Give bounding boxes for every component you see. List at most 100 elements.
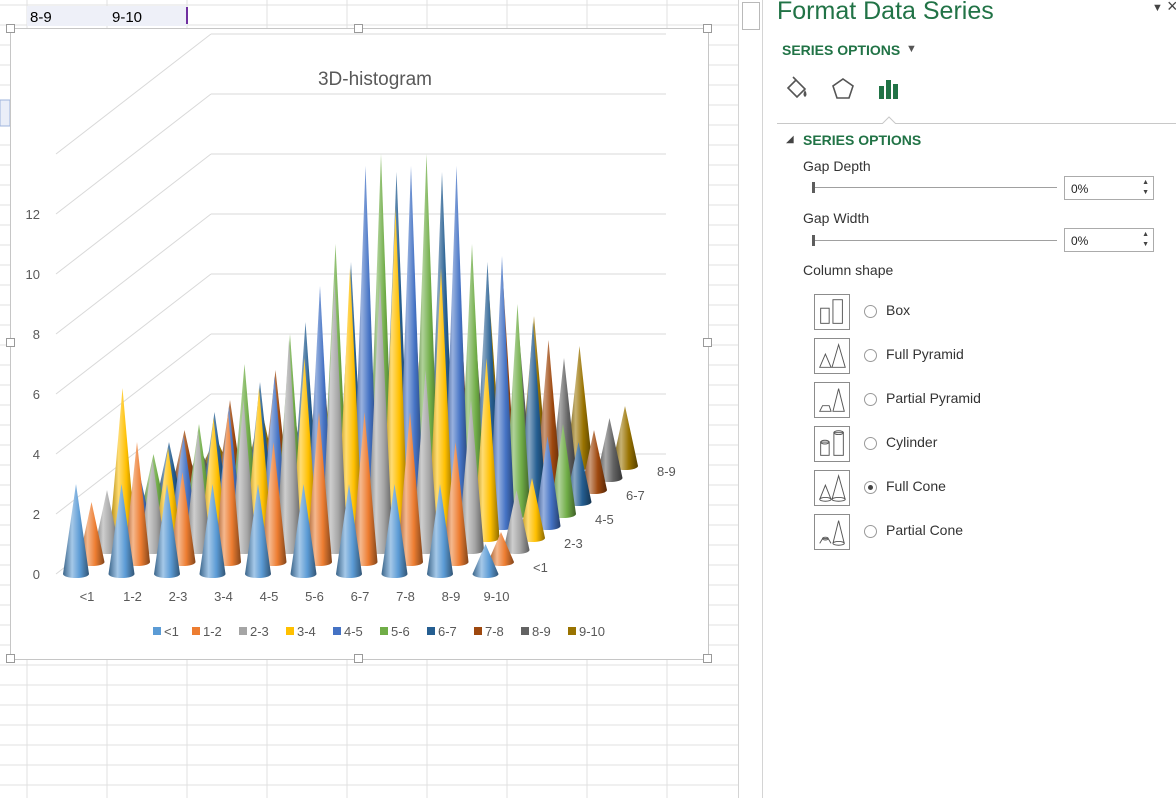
gap-width-slider-thumb[interactable] (812, 235, 815, 246)
fill-line-icon[interactable] (784, 76, 810, 102)
cone-1-2-6-7[interactable] (351, 412, 378, 566)
cone-1-2-5-6[interactable] (306, 412, 332, 566)
cone-<1-<1[interactable] (63, 484, 89, 578)
resize-handle-s[interactable] (354, 654, 363, 663)
cone-2-3-6-7[interactable] (367, 280, 393, 554)
column-shape-option[interactable]: Partial Pyramid (814, 382, 1114, 420)
radio-label[interactable]: Partial Pyramid (886, 390, 981, 406)
resize-handle-w[interactable] (6, 338, 15, 347)
cone-1-2-8-9[interactable] (442, 442, 469, 566)
cone-3-4-8-9[interactable] (473, 358, 500, 542)
resize-handle-sw[interactable] (6, 654, 15, 663)
legend-item[interactable]: 9-10 (568, 624, 605, 639)
series-options-icon[interactable] (876, 76, 902, 102)
cone-3-4-9-10[interactable] (519, 478, 545, 542)
gap-depth-spinner[interactable]: 0% ▲ ▼ (1064, 176, 1154, 200)
cone-1-2-9-10[interactable] (488, 532, 514, 566)
cone-<1-9-10[interactable] (472, 544, 499, 578)
resize-handle-se[interactable] (703, 654, 712, 663)
radio-label[interactable]: Full Cone (886, 478, 946, 494)
cone-5-6-9-10[interactable] (550, 424, 576, 518)
cone-1-2-3-4[interactable] (215, 412, 241, 566)
cell-9-10[interactable]: 9-10 (112, 9, 143, 26)
radio-button[interactable] (864, 437, 877, 450)
cone-3-4-3-4[interactable] (246, 388, 272, 542)
cone-2-3-7-8[interactable] (412, 370, 439, 554)
cone-4-5-7-8[interactable] (443, 166, 470, 530)
spinner-arrows-icon[interactable]: ▲ ▼ (1142, 231, 1149, 248)
column-shape-option[interactable]: Partial Cone (814, 514, 1114, 552)
resize-handle-ne[interactable] (703, 24, 712, 33)
worksheet-area[interactable]: 8-9 9-10 3D-histogram 0 2 4 6 8 10 12 <1 1-2 2-3 3-… (0, 0, 738, 798)
legend-item[interactable]: 1-2 (192, 624, 222, 639)
radio-button[interactable] (864, 525, 877, 538)
pane-options-chevron-icon[interactable]: ▼ (1152, 2, 1163, 14)
gap-width-spinner[interactable]: 0% ▲ ▼ (1064, 228, 1154, 252)
cone-9-10-8-9[interactable] (566, 346, 593, 470)
cone-9-10-9-10[interactable] (612, 406, 638, 470)
gap-width-slider[interactable] (813, 240, 1057, 241)
cone-<1-8-9[interactable] (427, 484, 453, 578)
cone-1-2-1-2[interactable] (124, 442, 150, 566)
chevron-down-icon[interactable]: ▼ (906, 43, 917, 55)
radio-button[interactable] (864, 305, 877, 318)
cell-8-9[interactable]: 8-9 (30, 9, 52, 26)
cone-1-2-7-8[interactable] (397, 412, 423, 566)
cone-3-4-6-7[interactable] (382, 208, 409, 542)
radio-label[interactable]: Box (886, 302, 911, 318)
chart-area[interactable]: 3D-histogram 0 2 4 6 8 10 12 <1 1-2 2-3 3-4 4-5 5-6 6-… (10, 28, 709, 660)
resize-handle-n[interactable] (354, 24, 363, 33)
resize-handle-nw[interactable] (6, 24, 15, 33)
cone-2-3-8-9[interactable] (458, 400, 484, 554)
cone-2-3-3-4[interactable] (230, 400, 257, 554)
gap-depth-slider[interactable] (813, 187, 1057, 188)
section-header-series-options[interactable]: SERIES OPTIONS (803, 132, 922, 148)
cone-2-3-4-5[interactable] (276, 340, 302, 554)
cone-4-5-9-10[interactable] (534, 436, 561, 530)
radio-button[interactable] (864, 349, 877, 362)
vertical-scrollbar[interactable] (738, 0, 763, 798)
cone-2-3-5-6[interactable] (321, 280, 348, 554)
legend-item[interactable]: 3-4 (286, 624, 316, 639)
cone-<1-3-4[interactable] (199, 484, 226, 578)
effects-icon[interactable] (830, 76, 856, 102)
cone-1-2-4-5[interactable] (260, 442, 287, 566)
legend-item[interactable]: 7-8 (474, 624, 504, 639)
column-shape-option[interactable]: Cylinder (814, 426, 1114, 464)
radio-label[interactable]: Full Pyramid (886, 346, 964, 362)
spinner-arrows-icon[interactable]: ▲ ▼ (1142, 179, 1149, 196)
column-shape-option[interactable]: Full Cone (814, 470, 1114, 508)
legend-item[interactable]: 8-9 (521, 624, 551, 639)
radio-label[interactable]: Cylinder (886, 434, 938, 450)
cone-2-3-9-10[interactable] (503, 490, 530, 554)
gap-depth-slider-thumb[interactable] (812, 182, 815, 193)
cone-4-5-8-9[interactable] (489, 256, 515, 530)
cone-3-4-7-8[interactable] (428, 268, 454, 542)
scrollbar-thumb[interactable] (742, 2, 760, 30)
legend-item[interactable]: <1 (153, 624, 179, 639)
cone-2-3-2-3[interactable] (185, 430, 211, 554)
chart-plot[interactable]: 3D-histogram 0 2 4 6 8 10 12 <1 1-2 2-3 3-4 4-5 5-6 6-… (11, 29, 708, 659)
cone-<1-7-8[interactable] (381, 484, 408, 578)
cone-7-8-9-10[interactable] (581, 430, 607, 494)
radio-label[interactable]: Partial Cone (886, 522, 964, 538)
cone-3-4-<1[interactable] (109, 388, 136, 542)
legend-item[interactable]: 5-6 (380, 624, 410, 639)
close-icon[interactable]: × (1167, 0, 1176, 16)
collapse-triangle-icon[interactable]: ◢ (786, 134, 794, 145)
resize-handle-e[interactable] (703, 338, 712, 347)
column-shape-option[interactable]: Full Pyramid (814, 338, 1114, 376)
legend-item[interactable]: 4-5 (333, 624, 363, 639)
cone-<1-5-6[interactable] (290, 484, 317, 578)
column-shape-option[interactable]: Box (814, 294, 1114, 332)
series-options-dropdown[interactable]: SERIES OPTIONS (782, 42, 901, 58)
cone-<1-2-3[interactable] (154, 484, 180, 578)
cone-2-3-<1[interactable] (94, 490, 120, 554)
chart-title[interactable]: 3D-histogram (318, 69, 432, 90)
cone-8-9-9-10[interactable] (596, 418, 623, 482)
legend-item[interactable]: 2-3 (239, 624, 269, 639)
radio-button[interactable] (864, 393, 877, 406)
cone-<1-6-7[interactable] (336, 484, 362, 578)
radio-button[interactable] (864, 481, 877, 494)
legend-item[interactable]: 6-7 (427, 624, 457, 639)
